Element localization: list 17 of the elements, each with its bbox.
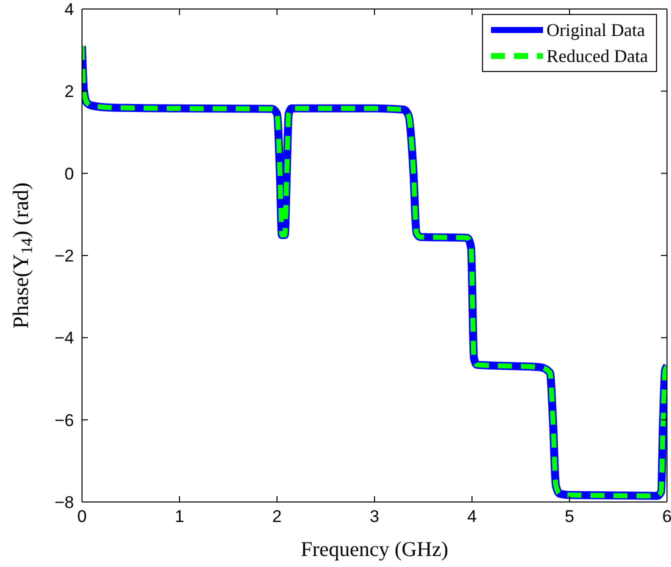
- x-tick-label: 4: [467, 507, 477, 526]
- legend-label: Original Data: [546, 19, 646, 42]
- legend-label: Reduced Data: [546, 45, 648, 68]
- y-tick-label: 0: [64, 164, 74, 184]
- y-tick-label: −2: [54, 246, 74, 266]
- y-tick-label: −4: [54, 328, 74, 348]
- x-axis-title: Frequency (GHz): [300, 537, 448, 561]
- x-tick-label: 0: [77, 507, 87, 526]
- y-tick-label: −6: [54, 410, 74, 430]
- y-tick-label: 2: [64, 82, 74, 102]
- y-tick-label: −8: [54, 493, 74, 512]
- y-tick-label: 4: [64, 0, 74, 20]
- x-tick-label: 3: [370, 507, 380, 526]
- x-tick-label: 5: [564, 507, 574, 526]
- x-tick-label: 6: [662, 507, 671, 526]
- x-tick-label: 1: [174, 507, 184, 526]
- x-tick-label: 2: [272, 507, 282, 526]
